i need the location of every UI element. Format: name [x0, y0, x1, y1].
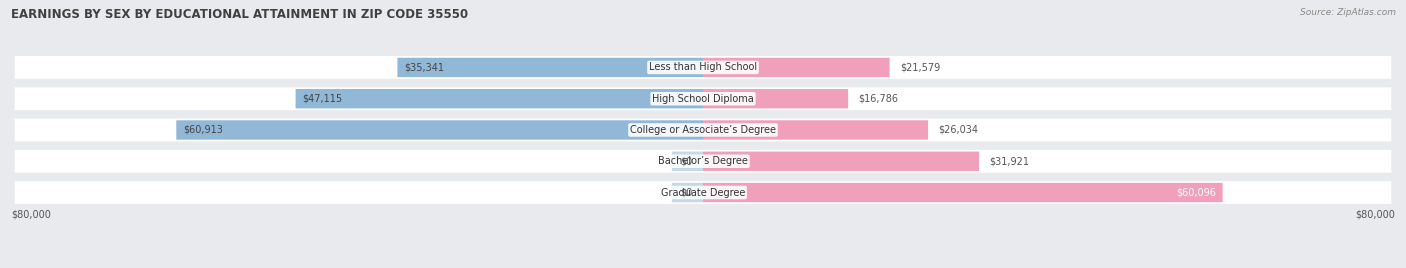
Text: $80,000: $80,000	[11, 209, 51, 219]
FancyBboxPatch shape	[703, 183, 1223, 202]
Text: $26,034: $26,034	[938, 125, 979, 135]
Text: $0: $0	[681, 156, 693, 166]
FancyBboxPatch shape	[14, 181, 1392, 204]
Text: $80,000: $80,000	[1355, 209, 1395, 219]
FancyBboxPatch shape	[295, 89, 703, 109]
Text: $60,913: $60,913	[183, 125, 224, 135]
FancyBboxPatch shape	[703, 120, 928, 140]
FancyBboxPatch shape	[14, 56, 1392, 79]
FancyBboxPatch shape	[672, 152, 703, 171]
FancyBboxPatch shape	[14, 118, 1392, 142]
Text: $31,921: $31,921	[990, 156, 1029, 166]
Text: $21,579: $21,579	[900, 62, 941, 72]
Text: Source: ZipAtlas.com: Source: ZipAtlas.com	[1301, 8, 1396, 17]
FancyBboxPatch shape	[14, 87, 1392, 110]
Text: High School Diploma: High School Diploma	[652, 94, 754, 104]
FancyBboxPatch shape	[703, 58, 890, 77]
Text: Graduate Degree: Graduate Degree	[661, 188, 745, 198]
FancyBboxPatch shape	[14, 150, 1392, 173]
Text: $0: $0	[681, 188, 693, 198]
Text: $47,115: $47,115	[302, 94, 343, 104]
Text: College or Associate’s Degree: College or Associate’s Degree	[630, 125, 776, 135]
FancyBboxPatch shape	[703, 152, 979, 171]
Text: $60,096: $60,096	[1175, 188, 1216, 198]
Text: Less than High School: Less than High School	[650, 62, 756, 72]
FancyBboxPatch shape	[672, 183, 703, 202]
FancyBboxPatch shape	[398, 58, 703, 77]
Text: $35,341: $35,341	[405, 62, 444, 72]
Text: EARNINGS BY SEX BY EDUCATIONAL ATTAINMENT IN ZIP CODE 35550: EARNINGS BY SEX BY EDUCATIONAL ATTAINMEN…	[11, 8, 468, 21]
Text: $16,786: $16,786	[859, 94, 898, 104]
FancyBboxPatch shape	[176, 120, 703, 140]
FancyBboxPatch shape	[703, 89, 848, 109]
Text: Bachelor’s Degree: Bachelor’s Degree	[658, 156, 748, 166]
